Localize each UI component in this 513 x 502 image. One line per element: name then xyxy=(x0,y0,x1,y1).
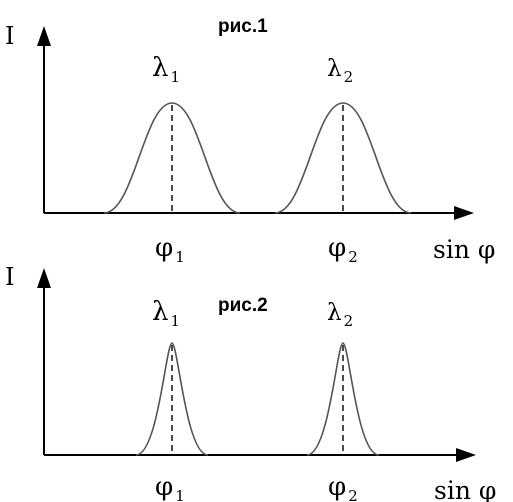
panel-2-peak-2-curve xyxy=(306,342,380,456)
panel-1-peak-2-curve xyxy=(274,102,412,214)
panel-1-y-label: I xyxy=(5,22,14,50)
panel-1-x-label: sin φ xyxy=(433,235,495,264)
panel-2-caption: рис.2 xyxy=(218,295,268,316)
panel-1-x-arrow xyxy=(454,206,474,220)
panel-1-peak-1-curve xyxy=(103,102,241,214)
panel-2-peak-1-curve xyxy=(135,342,209,456)
panel-2-x-arrow xyxy=(456,448,476,462)
panel-2-y-label: I xyxy=(5,263,14,291)
panel-2-x-label: sin φ xyxy=(434,476,496,502)
panel-1-y-arrow xyxy=(37,26,51,46)
panel-1-caption: рис.1 xyxy=(218,16,268,37)
panel-2-y-arrow xyxy=(37,268,51,288)
